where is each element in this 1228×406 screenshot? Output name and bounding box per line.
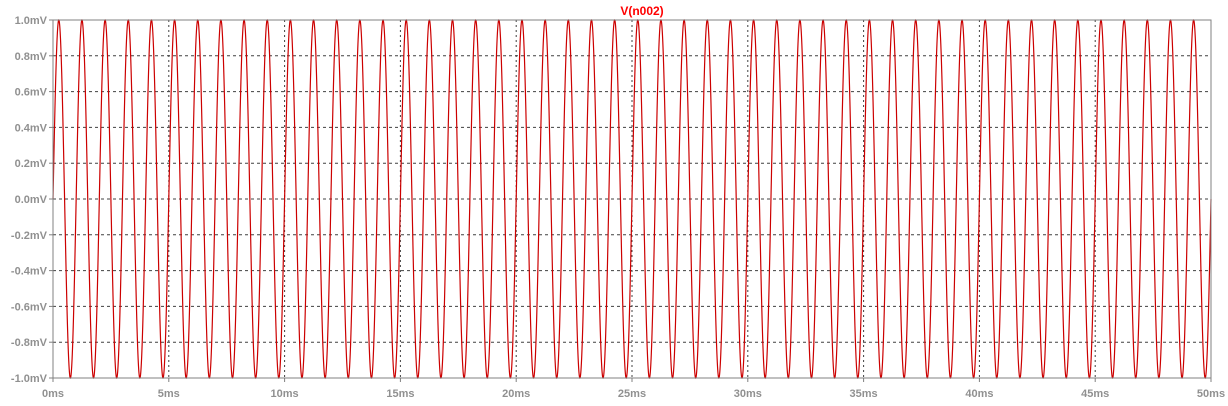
y-tick-label: 0.0mV	[15, 194, 48, 206]
y-tick-label: 0.2mV	[15, 158, 48, 170]
trace-area	[52, 19, 1212, 379]
y-tick-label: 0.4mV	[15, 122, 48, 134]
y-tick-label: -1.0mV	[11, 373, 48, 385]
plot-border	[52, 19, 1212, 379]
series-line-v-n002	[52, 19, 1212, 379]
y-tick-label: -0.2mV	[11, 230, 48, 242]
y-tick-label: -0.4mV	[11, 266, 48, 278]
x-tick-label: 15ms	[386, 388, 414, 400]
plot-frame	[49, 19, 1212, 382]
x-tick-label: 40ms	[965, 388, 993, 400]
trace-label[interactable]: V(n002)	[620, 4, 663, 18]
y-tick-label: 0.8mV	[15, 51, 48, 63]
x-tick-label: 25ms	[618, 388, 646, 400]
y-tick-label: -0.8mV	[11, 337, 48, 349]
x-tick-label: 30ms	[734, 388, 762, 400]
y-axis-tick-labels: 1.0mV 0.8mV 0.6mV 0.4mV 0.2mV 0.0mV -0.2mV -0.4…	[11, 15, 48, 385]
y-tick-label: 0.6mV	[15, 87, 48, 99]
x-tick-label: 45ms	[1081, 388, 1109, 400]
x-tick-label: 10ms	[271, 388, 299, 400]
x-tick-label: 35ms	[850, 388, 878, 400]
y-tick-label: 1.0mV	[15, 15, 48, 27]
x-axis-tick-labels: 0ms 5ms 10ms 15ms 20ms 25ms 30ms 35ms 40ms 45ms 50…	[42, 388, 1225, 400]
x-tick-label: 5ms	[158, 388, 180, 400]
x-tick-label: 0ms	[42, 388, 64, 400]
x-tick-label: 50ms	[1197, 388, 1225, 400]
x-tick-label: 20ms	[502, 388, 530, 400]
y-tick-label: -0.6mV	[11, 301, 48, 313]
